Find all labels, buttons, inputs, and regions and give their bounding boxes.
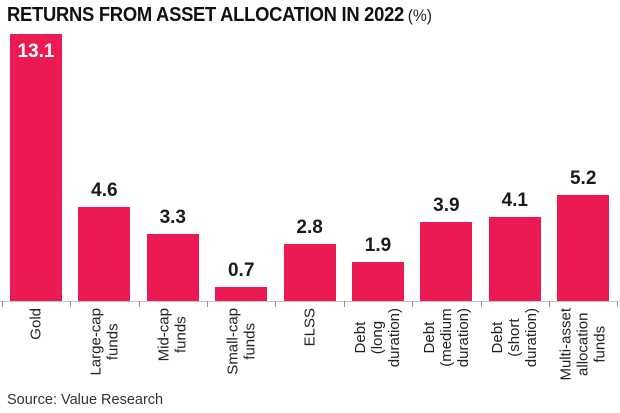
axis-tick (70, 301, 72, 307)
source-attribution: Source: Value Research (7, 392, 164, 408)
axis-tick (549, 301, 550, 307)
bar (78, 207, 131, 301)
axis-tick (207, 301, 208, 307)
category-label: Debt (medium duration) (420, 308, 472, 368)
bar (488, 217, 541, 301)
category-label: Multi-asset allocation funds (557, 308, 609, 381)
axis-tick (412, 301, 414, 307)
axis-tick (343, 301, 345, 307)
category-label: Debt (short duration) (489, 308, 541, 368)
x-axis-line (0, 301, 618, 302)
category-label: Debt (long duration) (352, 308, 404, 368)
axis-tick (617, 301, 619, 307)
bar (283, 244, 336, 301)
bar (146, 234, 199, 301)
category-label: Large-cap funds (87, 308, 122, 376)
bar-value-label: 2.8 (296, 217, 323, 238)
bar-value-label: 3.9 (433, 195, 460, 216)
bar-value-label: 1.9 (364, 235, 392, 256)
chart-unit-label: (%) (407, 6, 433, 25)
bar-value-label: 5.2 (569, 168, 597, 189)
category-label: Mid-cap funds (155, 308, 190, 362)
category-label: ELSS (301, 308, 319, 347)
bar-value-label: 3.3 (159, 207, 186, 228)
axis-tick (1, 301, 3, 307)
chart-header: RETURNS FROM ASSET ALLOCATION IN 2022 (%) (7, 4, 432, 27)
chart-title: RETURNS FROM ASSET ALLOCATION IN 2022 (7, 4, 405, 26)
axis-tick (138, 301, 140, 307)
bar (557, 195, 610, 301)
category-label: Small-cap funds (224, 308, 259, 375)
bar-value-label: 0.7 (227, 260, 255, 281)
axis-tick (275, 301, 277, 307)
category-label: Gold (27, 308, 45, 340)
bar (215, 287, 268, 301)
bar (352, 262, 404, 301)
bar (420, 222, 473, 301)
bar-value-label: 13.1 (17, 41, 55, 62)
bar (10, 34, 62, 301)
axis-tick (480, 301, 482, 307)
bar-value-label: 4.1 (501, 190, 528, 211)
bar-value-label: 4.6 (91, 180, 118, 201)
